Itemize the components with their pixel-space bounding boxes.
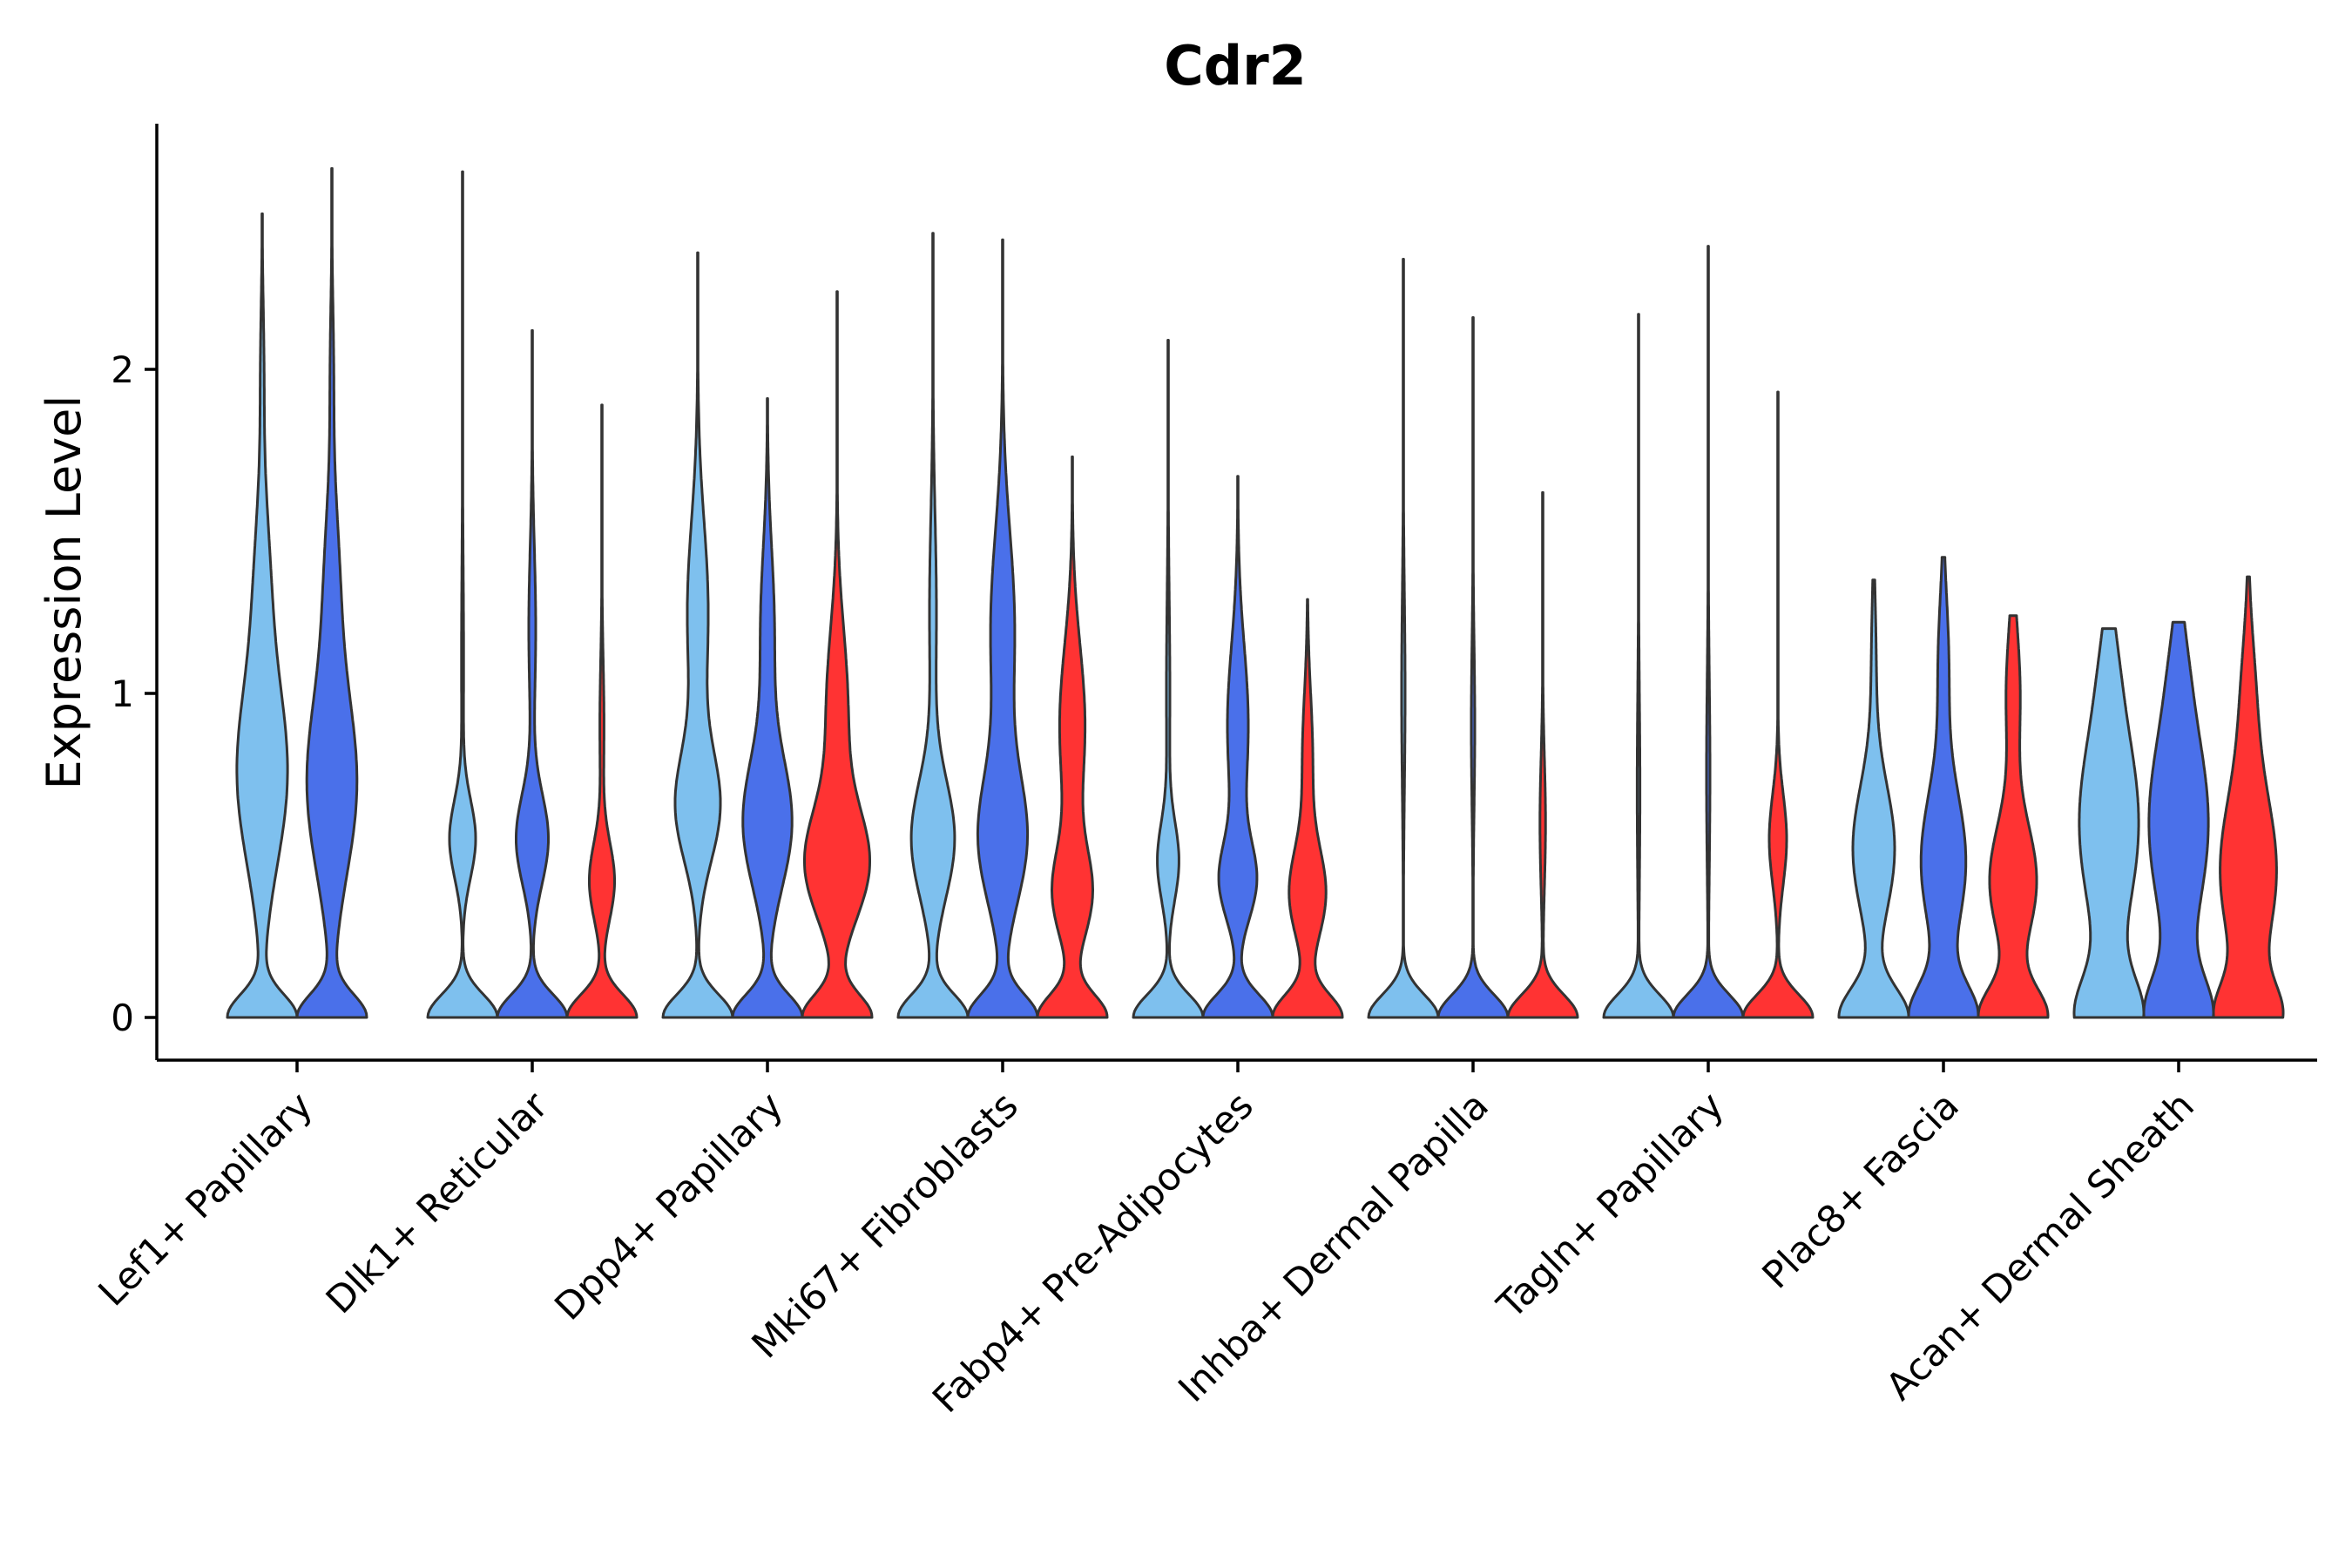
y-tick-label: 1 — [111, 672, 134, 715]
violin-lef1-papillary-group-2 — [295, 166, 368, 1019]
violin-plac8-fascia-group-2 — [1907, 556, 1980, 1019]
x-tick-label: Mki67+ Fibroblasts — [744, 1084, 1027, 1367]
x-tick-label: Tagln+ Papillary — [1489, 1084, 1733, 1328]
violin-tagln-papillary-group-1 — [1602, 313, 1675, 1019]
violin-inhba-dermal-papilla-group-2 — [1436, 316, 1510, 1019]
violin-fabp4-pre-adipocytes-group-1 — [1132, 339, 1205, 1019]
violin-fabp4-pre-adipocytes-group-3 — [1271, 598, 1344, 1019]
violin-dlk1-reticular-group-3 — [565, 403, 639, 1019]
violin-mki67-fibroblasts-group-3 — [1036, 455, 1109, 1019]
violin-mki67-fibroblasts-group-1 — [896, 232, 970, 1019]
x-tick-label: Plac8+ Fascia — [1754, 1084, 1968, 1297]
chart-title: Cdr2 — [1164, 34, 1307, 98]
violin-acan-dermal-sheath-group-3 — [2212, 575, 2285, 1019]
x-tick-label: Dlk1+ Reticular — [318, 1084, 557, 1322]
violin-dlk1-reticular-group-2 — [496, 328, 569, 1019]
violin-plac8-fascia-group-1 — [1837, 578, 1910, 1019]
violin-inhba-dermal-papilla-group-3 — [1506, 490, 1579, 1019]
y-ticks-layer: 0 1 2 — [111, 348, 157, 1039]
violin-acan-dermal-sheath-group-1 — [2072, 627, 2146, 1019]
y-tick-label: 2 — [111, 348, 134, 391]
violin-fabp4-pre-adipocytes-group-2 — [1201, 475, 1274, 1019]
y-axis-label: Expression Level — [37, 395, 91, 790]
violin-dpp4-papillary-group-3 — [801, 290, 874, 1019]
violin-dpp4-papillary-group-1 — [661, 251, 734, 1019]
violin-dpp4-papillary-group-2 — [731, 397, 804, 1019]
x-tick-label: Lef1+ Papillary — [91, 1084, 321, 1315]
violin-tagln-papillary-group-3 — [1741, 390, 1815, 1019]
violin-lef1-papillary-group-1 — [226, 212, 299, 1019]
violin-tagln-papillary-group-2 — [1672, 245, 1745, 1019]
violins-layer — [226, 166, 2285, 1019]
violin-acan-dermal-sheath-group-2 — [2142, 620, 2215, 1019]
y-tick-label: 0 — [111, 997, 134, 1039]
x-tick-label: Dpp4+ Papillary — [547, 1084, 792, 1328]
violin-inhba-dermal-papilla-group-1 — [1367, 258, 1440, 1019]
violin-mki67-fibroblasts-group-2 — [966, 238, 1039, 1019]
violin-plac8-fascia-group-3 — [1977, 614, 2050, 1019]
violin-dlk1-reticular-group-1 — [426, 170, 499, 1019]
